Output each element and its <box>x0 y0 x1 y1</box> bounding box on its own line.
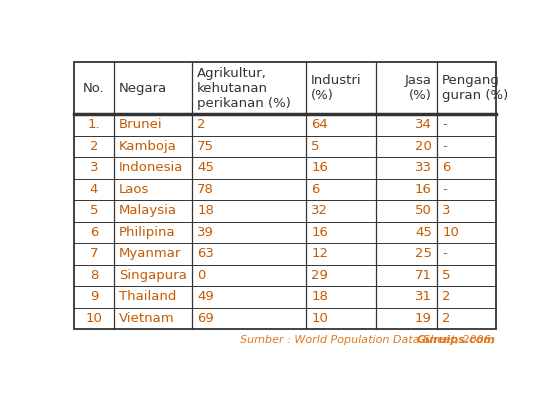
Text: 18: 18 <box>311 290 328 303</box>
Text: 2: 2 <box>442 312 451 325</box>
Text: 50: 50 <box>415 205 432 217</box>
Text: 6: 6 <box>311 183 320 196</box>
Text: 33: 33 <box>415 161 432 174</box>
Text: 0: 0 <box>197 269 206 282</box>
Text: Indonesia: Indonesia <box>119 161 183 174</box>
Text: Jasa
(%): Jasa (%) <box>405 74 432 102</box>
Text: 4: 4 <box>90 183 98 196</box>
Text: Vietnam: Vietnam <box>119 312 175 325</box>
Text: 75: 75 <box>197 140 214 153</box>
Text: -: - <box>442 140 447 153</box>
Text: 64: 64 <box>311 118 328 132</box>
Text: Thailand: Thailand <box>119 290 176 303</box>
Text: 63: 63 <box>197 247 214 260</box>
Text: 78: 78 <box>197 183 214 196</box>
Text: 10: 10 <box>311 312 328 325</box>
Text: 45: 45 <box>197 161 214 174</box>
Text: 16: 16 <box>311 161 328 174</box>
Text: 6: 6 <box>442 161 450 174</box>
Text: Malaysia: Malaysia <box>119 205 177 217</box>
Text: Laos: Laos <box>119 183 150 196</box>
Text: 1.: 1. <box>87 118 100 132</box>
Text: 10: 10 <box>86 312 102 325</box>
Text: 5: 5 <box>311 140 320 153</box>
Text: Singapura: Singapura <box>119 269 187 282</box>
Text: -: - <box>442 183 447 196</box>
Text: 5: 5 <box>90 205 98 217</box>
Text: Industri
(%): Industri (%) <box>311 74 362 102</box>
Text: Brunei: Brunei <box>119 118 163 132</box>
Text: Agrikultur,
kehutanan
perikanan (%): Agrikultur, kehutanan perikanan (%) <box>197 67 291 109</box>
Text: 2: 2 <box>197 118 206 132</box>
Text: Sumber : World Population Data Sheet, 2006,: Sumber : World Population Data Sheet, 20… <box>240 334 498 344</box>
Text: 49: 49 <box>197 290 214 303</box>
Text: 69: 69 <box>197 312 214 325</box>
Text: 71: 71 <box>415 269 432 282</box>
Text: Negara: Negara <box>119 81 167 95</box>
Text: 12: 12 <box>311 247 328 260</box>
Text: -: - <box>442 118 447 132</box>
Text: 5: 5 <box>442 269 451 282</box>
Text: Pengang
guran (%): Pengang guran (%) <box>442 74 508 102</box>
Text: 3: 3 <box>442 205 451 217</box>
Text: 6: 6 <box>90 226 98 239</box>
Text: Kamboja: Kamboja <box>119 140 177 153</box>
Text: 18: 18 <box>197 205 214 217</box>
Text: 16: 16 <box>415 183 432 196</box>
Text: No.: No. <box>83 81 105 95</box>
Text: 19: 19 <box>415 312 432 325</box>
Text: 29: 29 <box>311 269 328 282</box>
Text: 20: 20 <box>415 140 432 153</box>
Text: Philipina: Philipina <box>119 226 176 239</box>
Text: Guruips.com: Guruips.com <box>417 334 496 344</box>
Text: 16: 16 <box>311 226 328 239</box>
Text: 32: 32 <box>311 205 328 217</box>
Text: 39: 39 <box>197 226 214 239</box>
Text: 2: 2 <box>442 290 451 303</box>
Text: 9: 9 <box>90 290 98 303</box>
Text: 34: 34 <box>415 118 432 132</box>
Text: -: - <box>442 247 447 260</box>
Text: 3: 3 <box>90 161 98 174</box>
Text: 25: 25 <box>415 247 432 260</box>
Text: 45: 45 <box>415 226 432 239</box>
Text: 10: 10 <box>442 226 459 239</box>
Text: 2: 2 <box>90 140 98 153</box>
Text: Myanmar: Myanmar <box>119 247 181 260</box>
Text: 31: 31 <box>415 290 432 303</box>
Text: 8: 8 <box>90 269 98 282</box>
Bar <box>74 62 496 329</box>
Text: 7: 7 <box>90 247 98 260</box>
